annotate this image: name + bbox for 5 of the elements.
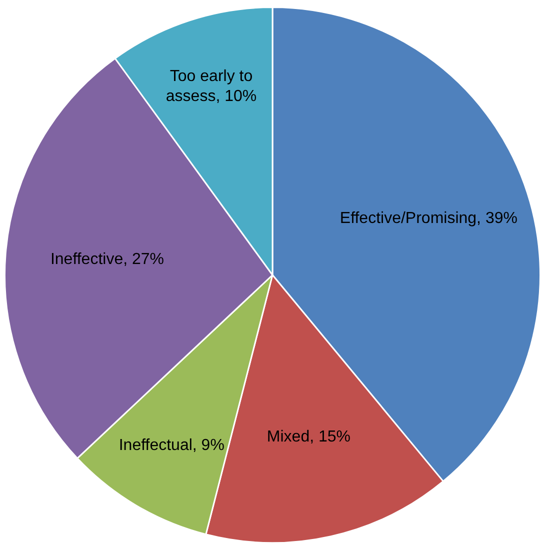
slice-label: Mixed, 15% [266, 428, 351, 446]
slice-label: Too early to assess, 10% [166, 68, 257, 105]
slice-label: Ineffectual, 9% [118, 436, 224, 454]
slice-label: Effective/Promising, 39% [340, 210, 518, 228]
slice-label: Ineffective, 27% [50, 250, 164, 268]
